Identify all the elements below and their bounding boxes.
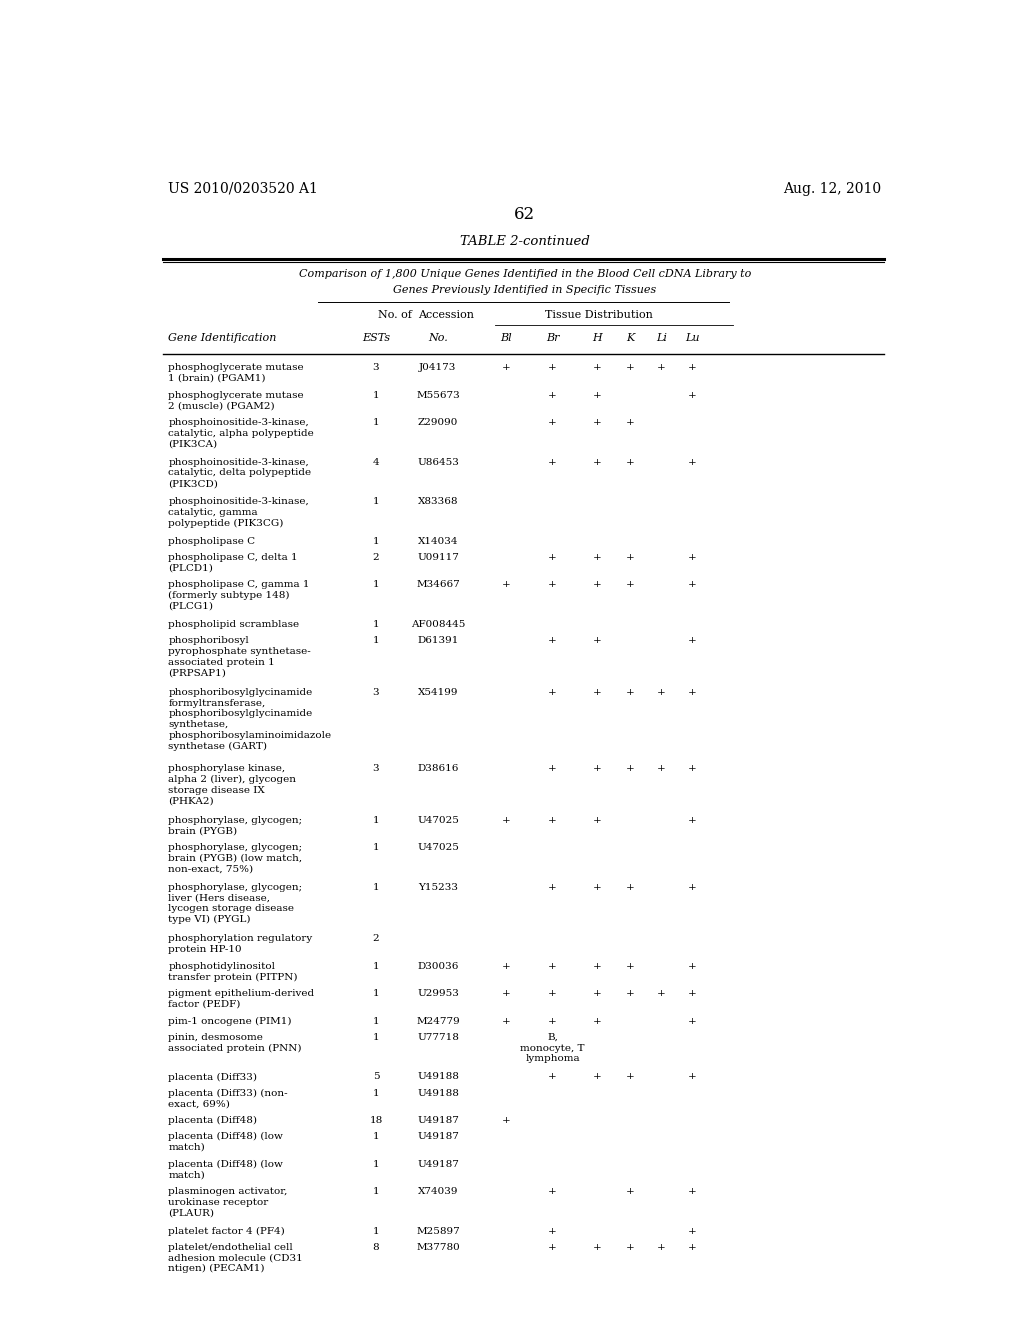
Text: +: + (688, 636, 696, 645)
Text: U86453: U86453 (417, 458, 459, 467)
Text: +: + (688, 1187, 696, 1196)
Text: +: + (593, 816, 601, 825)
Text: +: + (656, 1242, 666, 1251)
Text: No. of: No. of (379, 310, 413, 319)
Text: phospholipase C, gamma 1
(formerly subtype 148)
(PLCG1): phospholipase C, gamma 1 (formerly subty… (168, 581, 310, 611)
Text: 1: 1 (373, 581, 379, 589)
Text: Tissue Distribution: Tissue Distribution (545, 310, 653, 319)
Text: 1: 1 (373, 418, 379, 428)
Text: U49188: U49188 (417, 1072, 459, 1081)
Text: +: + (548, 391, 557, 400)
Text: +: + (548, 418, 557, 428)
Text: phosphorylation regulatory
protein HP-10: phosphorylation regulatory protein HP-10 (168, 935, 312, 954)
Text: +: + (548, 962, 557, 970)
Text: Li: Li (655, 333, 667, 343)
Text: +: + (593, 581, 601, 589)
Text: Br: Br (546, 333, 559, 343)
Text: +: + (688, 391, 696, 400)
Text: phosphorylase, glycogen;
brain (PYGB): phosphorylase, glycogen; brain (PYGB) (168, 816, 302, 836)
Text: 1: 1 (373, 537, 379, 545)
Text: +: + (688, 1226, 696, 1236)
Text: +: + (626, 1072, 635, 1081)
Text: +: + (688, 553, 696, 562)
Text: phosphotidylinositol
transfer protein (PITPN): phosphotidylinositol transfer protein (P… (168, 962, 298, 982)
Text: platelet factor 4 (PF4): platelet factor 4 (PF4) (168, 1226, 285, 1236)
Text: U77718: U77718 (417, 1032, 459, 1041)
Text: +: + (548, 1226, 557, 1236)
Text: +: + (688, 1016, 696, 1026)
Text: +: + (593, 363, 601, 372)
Text: X54199: X54199 (418, 688, 459, 697)
Text: +: + (626, 989, 635, 998)
Text: placenta (Diff48) (low
match): placenta (Diff48) (low match) (168, 1159, 284, 1180)
Text: +: + (593, 553, 601, 562)
Text: X14034: X14034 (418, 537, 459, 545)
Text: 4: 4 (373, 458, 379, 467)
Text: +: + (548, 553, 557, 562)
Text: X74039: X74039 (418, 1187, 459, 1196)
Text: phosphoribosylglycinamide
formyltransferase,
phosphoribosylglycinamide
synthetas: phosphoribosylglycinamide formyltransfer… (168, 688, 332, 751)
Text: +: + (626, 1242, 635, 1251)
Text: +: + (593, 1072, 601, 1081)
Text: phosphoribosyl
pyrophosphate synthetase-
associated protein 1
(PRPSAP1): phosphoribosyl pyrophosphate synthetase-… (168, 636, 311, 677)
Text: +: + (502, 989, 511, 998)
Text: US 2010/0203520 A1: US 2010/0203520 A1 (168, 182, 318, 195)
Text: phosphoglycerate mutase
1 (brain) (PGAM1): phosphoglycerate mutase 1 (brain) (PGAM1… (168, 363, 304, 383)
Text: 18: 18 (370, 1115, 383, 1125)
Text: +: + (593, 962, 601, 970)
Text: +: + (548, 363, 557, 372)
Text: Y15233: Y15233 (418, 883, 458, 892)
Text: phosphoinositide-3-kinase,
catalytic, alpha polypeptide
(PIK3CA): phosphoinositide-3-kinase, catalytic, al… (168, 418, 314, 449)
Text: 1: 1 (373, 391, 379, 400)
Text: Gene Identification: Gene Identification (168, 333, 276, 343)
Text: phosphoinositide-3-kinase,
catalytic, delta polypeptide
(PIK3CD): phosphoinositide-3-kinase, catalytic, de… (168, 458, 311, 488)
Text: 8: 8 (373, 1242, 379, 1251)
Text: 2: 2 (373, 553, 379, 562)
Text: +: + (548, 1072, 557, 1081)
Text: 1: 1 (373, 883, 379, 892)
Text: D38616: D38616 (418, 764, 459, 774)
Text: +: + (688, 363, 696, 372)
Text: +: + (656, 989, 666, 998)
Text: pigment epithelium-derived
factor (PEDF): pigment epithelium-derived factor (PEDF) (168, 989, 314, 1008)
Text: +: + (548, 989, 557, 998)
Text: pinin, desmosome
associated protein (PNN): pinin, desmosome associated protein (PNN… (168, 1032, 302, 1053)
Text: +: + (593, 418, 601, 428)
Text: +: + (548, 816, 557, 825)
Text: +: + (548, 1016, 557, 1026)
Text: +: + (593, 1016, 601, 1026)
Text: +: + (548, 1187, 557, 1196)
Text: U09117: U09117 (417, 553, 459, 562)
Text: +: + (626, 764, 635, 774)
Text: 1: 1 (373, 1089, 379, 1097)
Text: No.: No. (428, 333, 447, 343)
Text: +: + (548, 581, 557, 589)
Text: 1: 1 (373, 498, 379, 506)
Text: 1: 1 (373, 1187, 379, 1196)
Text: AF008445: AF008445 (411, 620, 465, 628)
Text: U47025: U47025 (417, 843, 459, 853)
Text: phosphorylase, glycogen;
brain (PYGB) (low match,
non-exact, 75%): phosphorylase, glycogen; brain (PYGB) (l… (168, 843, 302, 874)
Text: placenta (Diff48) (low
match): placenta (Diff48) (low match) (168, 1133, 284, 1152)
Text: Comparison of 1,800 Unique Genes Identified in the Blood Cell cDNA Library to: Comparison of 1,800 Unique Genes Identif… (299, 268, 751, 279)
Text: +: + (688, 816, 696, 825)
Text: phospholipase C, delta 1
(PLCD1): phospholipase C, delta 1 (PLCD1) (168, 553, 298, 573)
Text: +: + (502, 581, 511, 589)
Text: Z29090: Z29090 (418, 418, 458, 428)
Text: +: + (548, 458, 557, 467)
Text: +: + (688, 458, 696, 467)
Text: phospholipase C: phospholipase C (168, 537, 255, 545)
Text: D61391: D61391 (418, 636, 459, 645)
Text: 1: 1 (373, 1226, 379, 1236)
Text: +: + (593, 636, 601, 645)
Text: 1: 1 (373, 1133, 379, 1142)
Text: phosphorylase, glycogen;
liver (Hers disease,
lycogen storage disease
type VI) (: phosphorylase, glycogen; liver (Hers dis… (168, 883, 302, 924)
Text: M37780: M37780 (416, 1242, 460, 1251)
Text: +: + (502, 962, 511, 970)
Text: +: + (502, 1016, 511, 1026)
Text: Genes Previously Identified in Specific Tissues: Genes Previously Identified in Specific … (393, 285, 656, 296)
Text: +: + (548, 688, 557, 697)
Text: +: + (548, 636, 557, 645)
Text: 1: 1 (373, 989, 379, 998)
Text: phosphoinositide-3-kinase,
catalytic, gamma
polypeptide (PIK3CG): phosphoinositide-3-kinase, catalytic, ga… (168, 498, 309, 528)
